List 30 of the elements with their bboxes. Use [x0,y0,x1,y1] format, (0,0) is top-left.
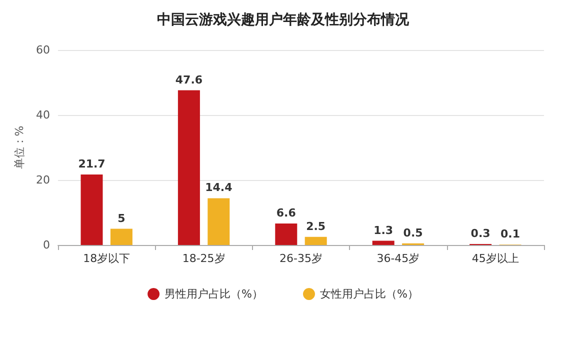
bar [304,236,327,245]
data-label: 5 [118,212,126,225]
data-label: 21.7 [78,157,106,170]
bar [80,174,103,245]
y-tick-label: 40 [36,108,50,122]
bar [275,224,298,245]
data-label: 0.3 [470,227,490,240]
x-tick-label: 45岁以上 [472,252,519,265]
data-label: 0.1 [500,228,520,241]
x-tick-label: 18岁以下 [83,252,130,265]
x-tick-label: 36-45岁 [376,252,420,265]
bar [208,198,230,245]
chart-title: 中国云游戏兴趣用户年龄及性别分布情况 [157,11,410,28]
data-label: 0.5 [403,226,423,240]
legend-label: 女性用户占比（%） [320,288,418,300]
data-label: 47.6 [175,73,203,86]
data-label: 14.4 [205,181,233,194]
x-tick-label: 18-25岁 [182,252,226,265]
y-axis-title: 单位：% [13,126,26,170]
y-tick-label: 0 [43,238,50,252]
y-tick-label: 20 [36,174,50,186]
y-tick-label: 60 [36,44,50,56]
data-label: 6.6 [276,206,296,220]
legend-label: 男性用户占比（%） [164,288,263,300]
bar [178,90,200,245]
bar [110,228,132,245]
data-label: 1.3 [374,224,394,237]
data-label: 2.5 [306,220,326,233]
bar [372,240,394,245]
x-tick-label: 26-35岁 [280,252,322,265]
